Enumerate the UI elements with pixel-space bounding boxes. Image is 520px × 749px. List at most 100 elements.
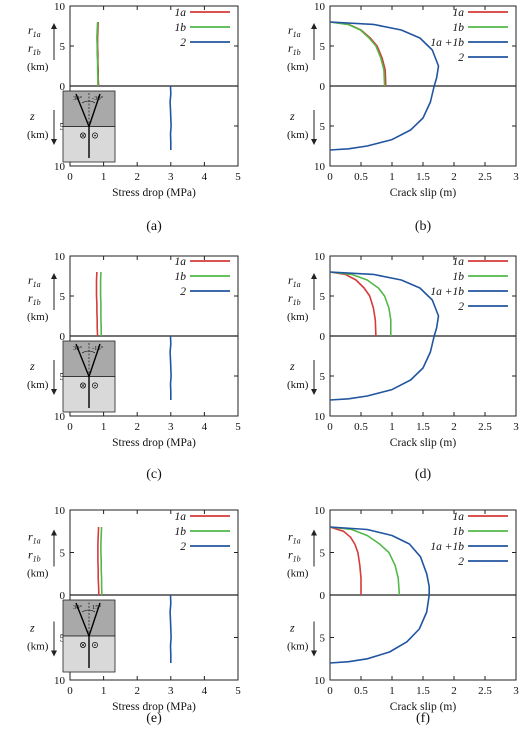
- series-line-1a1b: [329, 21, 440, 87]
- inset-angle-arc: [81, 609, 96, 613]
- r1b-label: r1b: [28, 41, 41, 57]
- lower-unit: (km): [27, 129, 49, 141]
- series-line-2: [169, 335, 172, 400]
- r1b-label: r1b: [288, 548, 301, 564]
- x-tick-label: 0: [327, 421, 333, 433]
- down-arrowhead: [311, 389, 317, 395]
- panel-label: (d): [415, 467, 432, 482]
- r1a-label: r1a: [288, 23, 301, 39]
- lower-unit: (km): [27, 641, 49, 653]
- x-tick-label: 2: [451, 421, 457, 433]
- x-tick-label: 5: [235, 171, 241, 183]
- x-tick-label: 1: [389, 421, 395, 433]
- x-tick-label: 0.5: [354, 421, 368, 433]
- legend: 1a 1b 1a +1b 2: [430, 256, 508, 313]
- upper-unit: (km): [27, 311, 49, 323]
- y-tick-label: 10: [314, 251, 326, 263]
- legend: 1a 1b 1a +1b 2: [430, 511, 508, 568]
- r1a-label: r1a: [28, 23, 41, 39]
- y-tick-label: 5: [60, 291, 66, 303]
- r1a-label: r1a: [28, 530, 41, 546]
- inset-angle-left: 30°: [73, 95, 83, 102]
- lower-unit: (km): [27, 379, 49, 391]
- x-tick-label: 1.5: [416, 171, 430, 183]
- side-labels: r1a r1b (km) z (km): [287, 23, 317, 145]
- x-tick-label: 2.5: [478, 421, 492, 433]
- up-arrowhead: [311, 529, 317, 536]
- series-line-2: [169, 85, 172, 150]
- lower-unit: (km): [287, 641, 309, 653]
- inset-angle-arc: [81, 100, 96, 104]
- up-arrowhead: [311, 23, 317, 29]
- legend-label: 2: [180, 541, 186, 553]
- panel-c: 0 1 2 3 4 5 10 5 0 5 10 Stress drop (MPa) (c) r1a r1b (…: [27, 251, 241, 482]
- upper-unit: (km): [287, 311, 309, 323]
- inset-angle-left: 30°: [73, 345, 83, 352]
- y-tick-label: 10: [314, 505, 326, 517]
- x-tick-label: 2: [451, 171, 457, 183]
- series-line-1a: [97, 526, 100, 596]
- y-tick-label: 10: [54, 411, 66, 423]
- legend-label: 1b: [453, 22, 465, 34]
- x-tick-label: 0: [327, 171, 333, 183]
- y-tick-label: 10: [54, 1, 66, 13]
- series-line-2: [329, 594, 430, 664]
- x-axis-title: Stress drop (MPa): [112, 187, 196, 199]
- upper-unit: (km): [27, 568, 49, 580]
- y-tick-label: 0: [320, 590, 326, 602]
- inset-cross-mark: [80, 642, 86, 648]
- side-labels: r1a r1b (km) z (km): [287, 529, 317, 657]
- inset-out-of-page-icon: [92, 382, 98, 389]
- legend-label: 1a +1b: [430, 37, 464, 49]
- up-arrowhead: [51, 273, 57, 279]
- inset-angle-left: 30°: [73, 604, 83, 611]
- legend-label: 1b: [175, 271, 187, 283]
- x-tick-label: 1: [101, 685, 107, 697]
- z-label: z: [289, 359, 295, 373]
- y-tick-label: 5: [320, 41, 326, 53]
- panel-label: (a): [146, 219, 162, 234]
- legend-label: 1a +1b: [430, 541, 464, 553]
- x-tick-label: 1: [389, 685, 395, 697]
- inset-angle-right: -30°: [92, 95, 104, 102]
- x-tick-label: 0: [67, 421, 73, 433]
- y-tick-label: 0: [60, 331, 66, 343]
- fault-geometry-inset: 30° -15°: [62, 340, 116, 413]
- legend-label: 2: [458, 301, 464, 313]
- inset-into-page-icon: [80, 642, 86, 648]
- inset-dot-mark: [94, 134, 96, 137]
- x-tick-label: 1: [389, 171, 395, 183]
- legend-label: 1a: [453, 511, 465, 523]
- inset-into-page-icon: [80, 132, 86, 139]
- inset-cross-mark: [80, 383, 86, 388]
- down-arrowhead: [311, 650, 317, 657]
- series-line-1a: [329, 271, 377, 337]
- up-arrowhead: [311, 273, 317, 279]
- x-tick-label: 3: [513, 421, 519, 433]
- fault-geometry-inset: 30° -30°: [62, 90, 116, 163]
- panel-label: (e): [146, 711, 162, 726]
- x-tick-label: 1: [101, 171, 107, 183]
- x-tick-label: 5: [235, 421, 241, 433]
- x-axis-title: Crack slip (m): [390, 187, 457, 199]
- x-axis-title: Stress drop (MPa): [112, 437, 196, 449]
- y-tick-label: 5: [60, 121, 66, 133]
- z-label: z: [29, 621, 35, 635]
- panel-b: 0 0.5 1 1.5 2 2.5 3 10 5 0 5 10 Crack slip (m) (b) r1a…: [287, 1, 519, 234]
- x-tick-label: 4: [202, 171, 208, 183]
- y-tick-label: 10: [54, 505, 66, 517]
- y-tick-label: 5: [320, 548, 326, 560]
- series-line-1b: [329, 271, 392, 336]
- y-tick-label: 5: [60, 548, 66, 560]
- upper-unit: (km): [287, 568, 309, 580]
- upper-unit: (km): [287, 61, 309, 73]
- x-tick-label: 3: [513, 171, 519, 183]
- series-line-1a1b: [329, 271, 440, 337]
- legend-label: 1a: [453, 256, 465, 268]
- inset-fault-1a: [75, 93, 90, 127]
- side-labels: r1a r1b (km) z (km): [27, 529, 57, 657]
- y-tick-label: 5: [320, 371, 326, 383]
- legend-label: 1a: [175, 256, 187, 268]
- inset-fault-1a: [75, 602, 90, 637]
